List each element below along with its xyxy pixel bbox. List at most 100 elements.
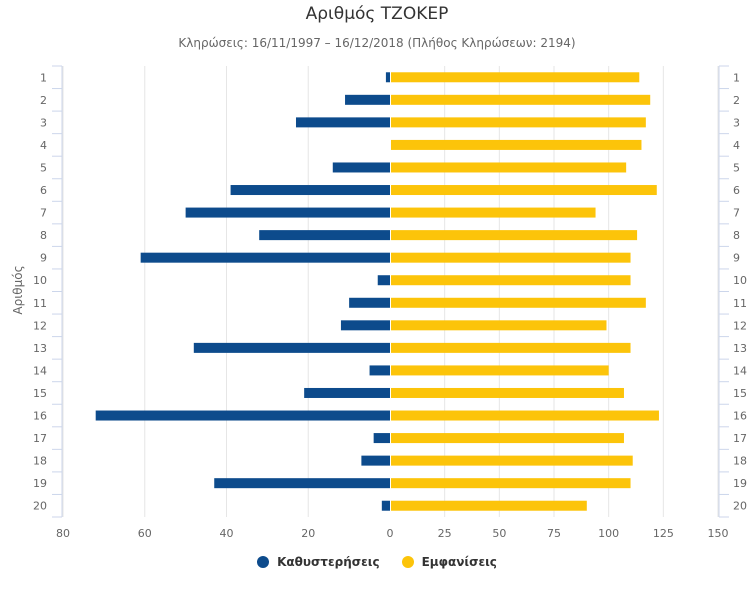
y-tick-right-15: 15 — [733, 387, 747, 400]
bar-appearances-4 — [391, 139, 642, 150]
chart-subtitle: Κληρώσεις: 16/11/1997 – 16/12/2018 (Πλήθ… — [178, 36, 576, 50]
bar-appearances-10 — [391, 275, 631, 286]
y-tick-right-4: 4 — [733, 139, 740, 152]
x-tick-left-20: 20 — [301, 527, 315, 540]
y-tick-right-17: 17 — [733, 432, 747, 445]
bar-appearances-20 — [391, 500, 587, 511]
legend-item-appearances[interactable]: Εμφανίσεις — [401, 555, 497, 569]
y-tick-right-5: 5 — [733, 161, 740, 174]
bar-delays-8 — [259, 230, 390, 241]
y-tick-left-10: 10 — [33, 274, 47, 287]
y-tick-left-14: 14 — [33, 364, 47, 377]
y-tick-left-7: 7 — [40, 207, 47, 220]
y-tick-left-13: 13 — [33, 342, 47, 355]
y-tick-left-4: 4 — [40, 139, 47, 152]
x-tick-left-60: 60 — [138, 527, 152, 540]
bar-appearances-11 — [391, 297, 646, 308]
bar-delays-1 — [385, 72, 390, 83]
y-tick-right-3: 3 — [733, 116, 740, 129]
bar-appearances-19 — [391, 478, 631, 489]
bar-delays-2 — [345, 94, 390, 105]
bar-delays-11 — [349, 297, 390, 308]
y-tick-right-7: 7 — [733, 207, 740, 220]
bar-delays-12 — [340, 320, 390, 331]
y-tick-left-1: 1 — [40, 71, 47, 84]
bar-appearances-1 — [391, 72, 640, 83]
y-tick-left-18: 18 — [33, 455, 47, 468]
y-tick-right-14: 14 — [733, 364, 747, 377]
bar-delays-7 — [185, 207, 390, 218]
legend-item-delays[interactable]: Καθυστερήσεις — [257, 555, 380, 569]
bar-delays-10 — [377, 275, 390, 286]
bar-appearances-13 — [391, 342, 631, 353]
y-tick-left-17: 17 — [33, 432, 47, 445]
y-tick-left-15: 15 — [33, 387, 47, 400]
x-tick-left-40: 40 — [220, 527, 234, 540]
x-tick-right-75: 75 — [547, 527, 561, 540]
x-tick-right-100: 100 — [598, 527, 619, 540]
bar-delays-20 — [381, 500, 390, 511]
legend-marker-appearances — [401, 556, 414, 568]
x-tick-left-80: 80 — [56, 527, 70, 540]
bar-delays-19 — [214, 478, 390, 489]
y-tick-left-8: 8 — [40, 229, 47, 242]
y-tick-left-6: 6 — [40, 184, 47, 197]
y-tick-left-19: 19 — [33, 477, 47, 490]
bar-appearances-3 — [391, 117, 646, 128]
legend-label-delays: Καθυστερήσεις — [277, 555, 380, 569]
y-tick-right-6: 6 — [733, 184, 740, 197]
bar-appearances-14 — [391, 365, 609, 376]
x-tick-right-125: 125 — [653, 527, 674, 540]
bar-appearances-9 — [391, 252, 631, 263]
bar-delays-5 — [332, 162, 390, 173]
chart-title: Αριθμός ΤΖΟΚΕΡ — [305, 4, 449, 24]
bar-delays-9 — [140, 252, 390, 263]
bar-delays-16 — [95, 410, 390, 421]
bar-appearances-18 — [391, 455, 633, 466]
y-tick-right-19: 19 — [733, 477, 747, 490]
legend-marker-delays — [257, 556, 270, 568]
y-tick-right-1: 1 — [733, 71, 740, 84]
gridlines — [62, 66, 719, 517]
y-tick-right-16: 16 — [733, 410, 747, 423]
bar-appearances-7 — [391, 207, 596, 218]
y-tick-right-20: 20 — [733, 500, 747, 513]
y-tick-right-9: 9 — [733, 252, 740, 265]
bar-appearances-5 — [391, 162, 627, 173]
y-tick-left-16: 16 — [33, 410, 47, 423]
x-tick-right-150: 150 — [708, 527, 729, 540]
bar-appearances-6 — [391, 185, 657, 196]
y-tick-right-12: 12 — [733, 319, 747, 332]
y-axis-title: Αριθμός — [11, 265, 25, 314]
bar-delays-13 — [193, 342, 390, 353]
legend: Καθυστερήσεις Εμφανίσεις — [0, 555, 754, 569]
y-tick-left-20: 20 — [33, 500, 47, 513]
x-tick-right-50: 50 — [492, 527, 506, 540]
bar-appearances-8 — [391, 230, 638, 241]
y-tick-left-2: 2 — [40, 94, 47, 107]
y-tick-left-11: 11 — [33, 297, 47, 310]
bar-appearances-15 — [391, 387, 624, 398]
bar-delays-17 — [373, 433, 390, 444]
bar-appearances-12 — [391, 320, 607, 331]
y-tick-right-2: 2 — [733, 94, 740, 107]
y-tick-left-9: 9 — [40, 252, 47, 265]
y-tick-right-18: 18 — [733, 455, 747, 468]
y-tick-left-5: 5 — [40, 161, 47, 174]
bar-delays-6 — [230, 185, 390, 196]
bar-delays-14 — [369, 365, 390, 376]
axes — [52, 65, 729, 518]
bar-appearances-2 — [391, 94, 651, 105]
y-tick-left-12: 12 — [33, 319, 47, 332]
bar-delays-18 — [361, 455, 390, 466]
y-tick-right-13: 13 — [733, 342, 747, 355]
bar-delays-3 — [295, 117, 390, 128]
x-tick-left-0: 0 — [387, 527, 394, 540]
x-tick-right-25: 25 — [438, 527, 452, 540]
bar-delays-15 — [304, 387, 390, 398]
y-tick-left-3: 3 — [40, 116, 47, 129]
bars — [95, 72, 659, 511]
y-tick-right-11: 11 — [733, 297, 747, 310]
